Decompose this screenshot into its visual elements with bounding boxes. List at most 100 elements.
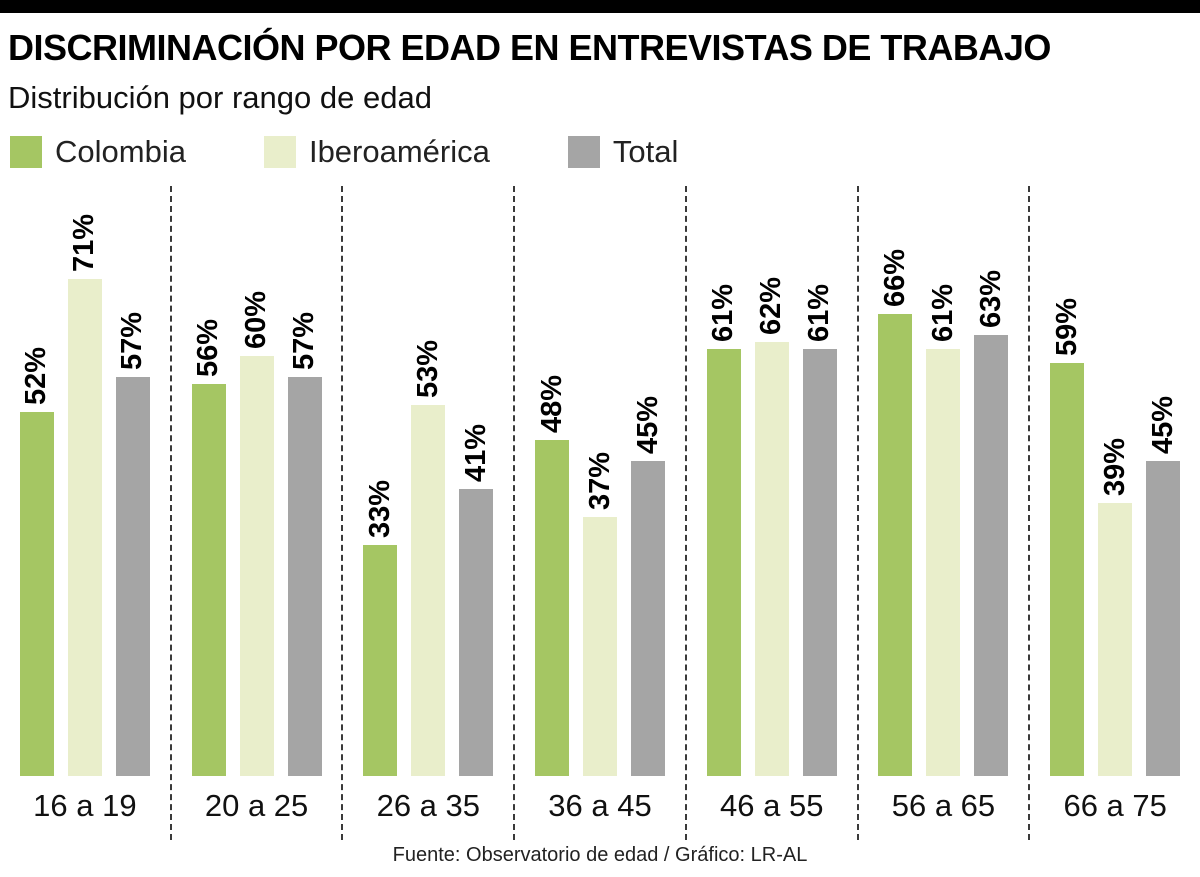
bar-total: 61%: [802, 284, 837, 777]
category-group: 56% 60% 57% 20 a 25: [172, 186, 344, 841]
bar-iberoamérica: 60%: [239, 291, 274, 777]
bar-value-label: 57%: [288, 312, 321, 371]
bar-value-label: 61%: [803, 284, 836, 343]
category-group: 33% 53% 41% 26 a 35: [343, 186, 516, 841]
source-note: Fuente: Observatorio de edad / Gráfico: …: [392, 844, 808, 867]
bar-value-label: 62%: [755, 277, 788, 336]
top-rule: [0, 0, 1200, 13]
bar-iberoamérica: 71%: [67, 214, 102, 777]
bars-cluster: 59% 39% 45%: [1030, 186, 1200, 777]
legend-label: Colombia: [55, 134, 186, 170]
bars-cluster: 52% 71% 57%: [0, 186, 170, 777]
bar-value-label: 61%: [707, 284, 740, 343]
bar-colombia: 66%: [878, 249, 913, 777]
bar-value-label: 66%: [878, 249, 911, 308]
bar-value-label: 71%: [68, 214, 101, 273]
page-title: DISCRIMINACIÓN POR EDAD EN ENTREVISTAS D…: [8, 27, 1051, 68]
bar: [583, 517, 618, 777]
bar: [191, 384, 226, 777]
bar-iberoamérica: 61%: [926, 284, 961, 777]
category-group: 59% 39% 45% 66 a 75: [1030, 186, 1200, 840]
bar: [754, 342, 789, 777]
category-label: 46 a 55: [720, 788, 824, 824]
page-subtitle: Distribución por rango de edad: [8, 80, 432, 116]
bar: [535, 440, 570, 777]
legend: Colombia Iberoamérica Total: [8, 134, 1192, 170]
bar: [287, 377, 322, 777]
bar-value-label: 57%: [116, 312, 149, 371]
bar: [1050, 363, 1085, 777]
bars-cluster: 33% 53% 41%: [343, 186, 513, 777]
bar: [926, 349, 961, 777]
legend-item-colombia: Colombia: [10, 134, 186, 170]
bar-total: 41%: [459, 424, 494, 777]
bar-colombia: 61%: [706, 284, 741, 777]
bar-value-label: 59%: [1050, 298, 1083, 357]
bar: [1098, 503, 1133, 777]
legend-swatch: [10, 136, 42, 169]
bar: [974, 335, 1009, 777]
bar: [411, 405, 446, 777]
bars-cluster: 48% 37% 45%: [515, 186, 685, 777]
bar-colombia: 48%: [535, 375, 570, 777]
category-group: 48% 37% 45% 36 a 45: [515, 186, 687, 841]
bar: [363, 545, 398, 777]
bar: [631, 461, 666, 777]
bar-total: 57%: [287, 312, 322, 777]
bar: [1146, 461, 1181, 777]
bar-iberoamérica: 53%: [411, 340, 446, 777]
bar-value-label: 41%: [459, 424, 492, 483]
bar-value-label: 63%: [974, 270, 1007, 329]
legend-label: Total: [612, 134, 679, 170]
bar-colombia: 52%: [19, 347, 54, 777]
bar: [19, 412, 54, 777]
category-group: 61% 62% 61% 46 a 55: [687, 186, 859, 841]
bar-value-label: 61%: [926, 284, 959, 343]
legend-swatch: [567, 136, 600, 169]
category-label: 20 a 25: [204, 788, 309, 824]
bars-cluster: 66% 61% 63%: [859, 186, 1029, 777]
bar-chart: 52% 71% 57% 16 a 19 56% 60% 57% 20 a 25 33% 53% 41…: [0, 186, 1200, 841]
bar: [67, 279, 102, 777]
category-label: 16 a 19: [33, 788, 137, 824]
legend-label: Iberoamérica: [308, 134, 490, 170]
bar-total: 45%: [1146, 396, 1181, 777]
category-label: 36 a 45: [548, 788, 652, 824]
category-label: 66 a 75: [1063, 788, 1167, 824]
bar-value-label: 53%: [411, 340, 444, 399]
bar: [706, 349, 741, 777]
bar-total: 57%: [115, 312, 150, 777]
bar: [115, 377, 150, 777]
bar-value-label: 52%: [20, 347, 53, 406]
bars-cluster: 61% 62% 61%: [687, 186, 857, 777]
bar-value-label: 37%: [583, 452, 616, 511]
bar-value-label: 48%: [535, 375, 568, 434]
bar-total: 63%: [974, 270, 1009, 777]
bar-colombia: 59%: [1050, 298, 1085, 777]
header: DISCRIMINACIÓN POR EDAD EN ENTREVISTAS D…: [0, 13, 1200, 170]
bar-iberoamérica: 62%: [754, 277, 789, 777]
bars-cluster: 56% 60% 57%: [172, 186, 342, 777]
bar: [878, 314, 913, 777]
category-group: 66% 61% 63% 56 a 65: [859, 186, 1031, 841]
bar-value-label: 33%: [363, 480, 396, 539]
bar-iberoamérica: 37%: [583, 452, 618, 777]
bar: [239, 356, 274, 777]
legend-item-total: Total: [567, 134, 679, 170]
bar-colombia: 33%: [363, 480, 398, 777]
legend-item-iberoamérica: Iberoamérica: [263, 134, 490, 170]
bar-value-label: 45%: [631, 396, 664, 455]
bar: [802, 349, 837, 777]
category-label: 26 a 35: [376, 788, 481, 824]
bar-colombia: 56%: [191, 319, 226, 777]
bar-value-label: 39%: [1098, 438, 1131, 497]
category-label: 56 a 65: [891, 788, 996, 824]
bar-total: 45%: [631, 396, 666, 777]
bar-value-label: 60%: [240, 291, 273, 350]
bar-value-label: 56%: [192, 319, 225, 378]
bar: [459, 489, 494, 777]
bar-value-label: 45%: [1146, 396, 1179, 455]
category-group: 52% 71% 57% 16 a 19: [0, 186, 172, 841]
legend-swatch: [263, 136, 296, 169]
bar-iberoamérica: 39%: [1098, 438, 1133, 777]
